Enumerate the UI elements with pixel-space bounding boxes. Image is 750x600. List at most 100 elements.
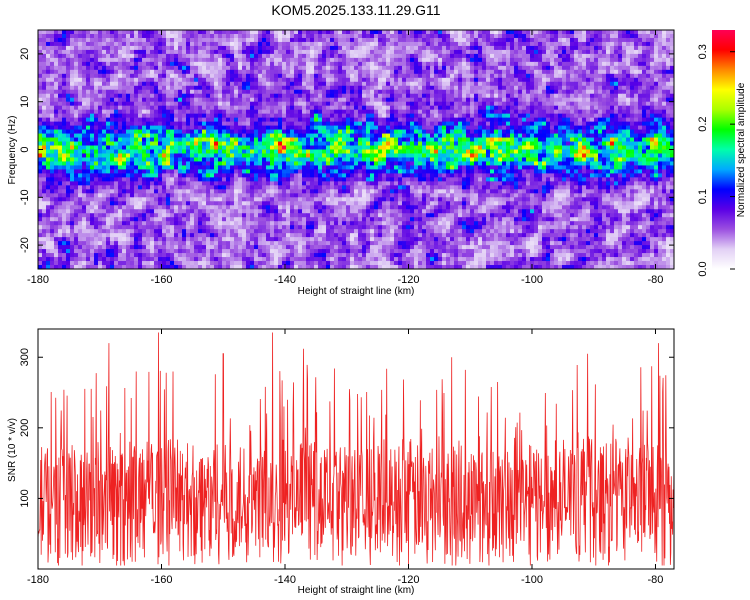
heatmap-cell	[318, 149, 323, 154]
heatmap-cell	[650, 30, 655, 35]
heatmap-cell	[190, 49, 195, 55]
heatmap-cell	[298, 105, 303, 111]
heatmap-cell	[454, 41, 459, 47]
heatmap-cell	[334, 69, 339, 75]
heatmap-cell	[434, 97, 439, 103]
heatmap-cell	[514, 129, 519, 135]
heatmap-cell	[290, 145, 295, 150]
heatmap-cell	[538, 61, 543, 67]
heatmap-cell	[66, 137, 71, 143]
heatmap-cell	[138, 45, 143, 51]
heatmap-cell	[582, 37, 587, 43]
heatmap-cell	[226, 69, 231, 75]
heatmap-cell	[290, 77, 295, 83]
heatmap-cell	[250, 65, 255, 71]
heatmap-cell	[198, 149, 203, 154]
heatmap-cell	[86, 89, 91, 95]
heatmap-cell	[182, 153, 187, 158]
heatmap-cell	[290, 133, 295, 139]
heatmap-cell	[62, 77, 67, 83]
heatmap-cell	[174, 61, 179, 67]
heatmap-cell	[582, 125, 587, 131]
heatmap-cell	[482, 101, 487, 107]
heatmap-cell	[266, 73, 271, 79]
heatmap-cell	[374, 93, 379, 99]
heatmap-cell	[362, 145, 367, 150]
heatmap-cell	[338, 61, 343, 67]
heatmap-cell	[474, 113, 479, 119]
heatmap-cell	[474, 121, 479, 127]
heatmap-cell	[54, 121, 59, 127]
heatmap-cell	[158, 81, 163, 87]
heatmap-cell	[178, 30, 183, 35]
heatmap-cell	[670, 105, 675, 111]
heatmap-cell	[270, 141, 275, 147]
heatmap-cell	[322, 65, 327, 71]
heatmap-cell	[326, 145, 331, 150]
heatmap-cell	[602, 145, 607, 150]
heatmap-cell	[242, 45, 247, 51]
heatmap-cell	[66, 121, 71, 127]
heatmap-cell	[466, 49, 471, 55]
heatmap-cell	[594, 69, 599, 75]
heatmap-cell	[362, 137, 367, 143]
heatmap-cell	[226, 125, 231, 131]
heatmap-cell	[126, 37, 131, 43]
heatmap-cell	[430, 97, 435, 103]
heatmap-cell	[606, 117, 611, 123]
heatmap-cell	[242, 113, 247, 119]
heatmap-cell	[438, 33, 443, 39]
heatmap-cell	[302, 41, 307, 47]
heatmap-cell	[74, 89, 79, 95]
heatmap-cell	[654, 121, 659, 127]
heatmap-cell	[278, 105, 283, 111]
heatmap-cell	[378, 145, 383, 150]
heatmap-cell	[538, 41, 543, 47]
heatmap-cell	[666, 145, 671, 150]
heatmap-cell	[630, 105, 635, 111]
heatmap-cell	[422, 105, 427, 111]
heatmap-cell	[614, 30, 619, 35]
heatmap-cell	[586, 37, 591, 43]
heatmap-cell	[582, 121, 587, 127]
heatmap-cell	[206, 69, 211, 75]
heatmap-cell	[514, 89, 519, 95]
heatmap-cell	[234, 153, 239, 158]
heatmap-cell	[62, 125, 67, 131]
heatmap-cell	[70, 37, 75, 43]
heatmap-cell	[258, 125, 263, 131]
heatmap-cell	[70, 69, 75, 75]
heatmap-cell	[286, 61, 291, 67]
heatmap-cell	[190, 145, 195, 150]
heatmap-cell	[86, 121, 91, 127]
heatmap-cell	[94, 137, 99, 143]
heatmap-cell	[578, 73, 583, 79]
heatmap-cell	[442, 65, 447, 71]
heatmap-cell	[562, 117, 567, 123]
heatmap-cell	[402, 85, 407, 91]
heatmap-cell	[670, 81, 675, 87]
heatmap-cell	[190, 109, 195, 115]
heatmap-cell	[542, 30, 547, 35]
heatmap-cell	[422, 93, 427, 99]
heatmap-cell	[422, 53, 427, 59]
heatmap-cell	[506, 105, 511, 111]
heatmap-cell	[370, 117, 375, 123]
heatmap-cell	[170, 113, 175, 119]
heatmap-cell	[326, 105, 331, 111]
heatmap-cell	[566, 137, 571, 143]
heatmap-cell	[558, 121, 563, 127]
heatmap-cell	[514, 109, 519, 115]
heatmap-cell	[222, 41, 227, 47]
heatmap-cell	[54, 89, 59, 95]
heatmap-cell	[410, 73, 415, 79]
heatmap-cell	[618, 121, 623, 127]
heatmap-cell	[670, 133, 675, 139]
heatmap-cell	[642, 41, 647, 47]
heatmap-cell	[146, 65, 151, 71]
heatmap-cell	[502, 129, 507, 135]
heatmap-cell	[322, 137, 327, 143]
heatmap-cell	[438, 97, 443, 103]
heatmap-cell	[594, 117, 599, 123]
heatmap-cell	[146, 149, 151, 154]
